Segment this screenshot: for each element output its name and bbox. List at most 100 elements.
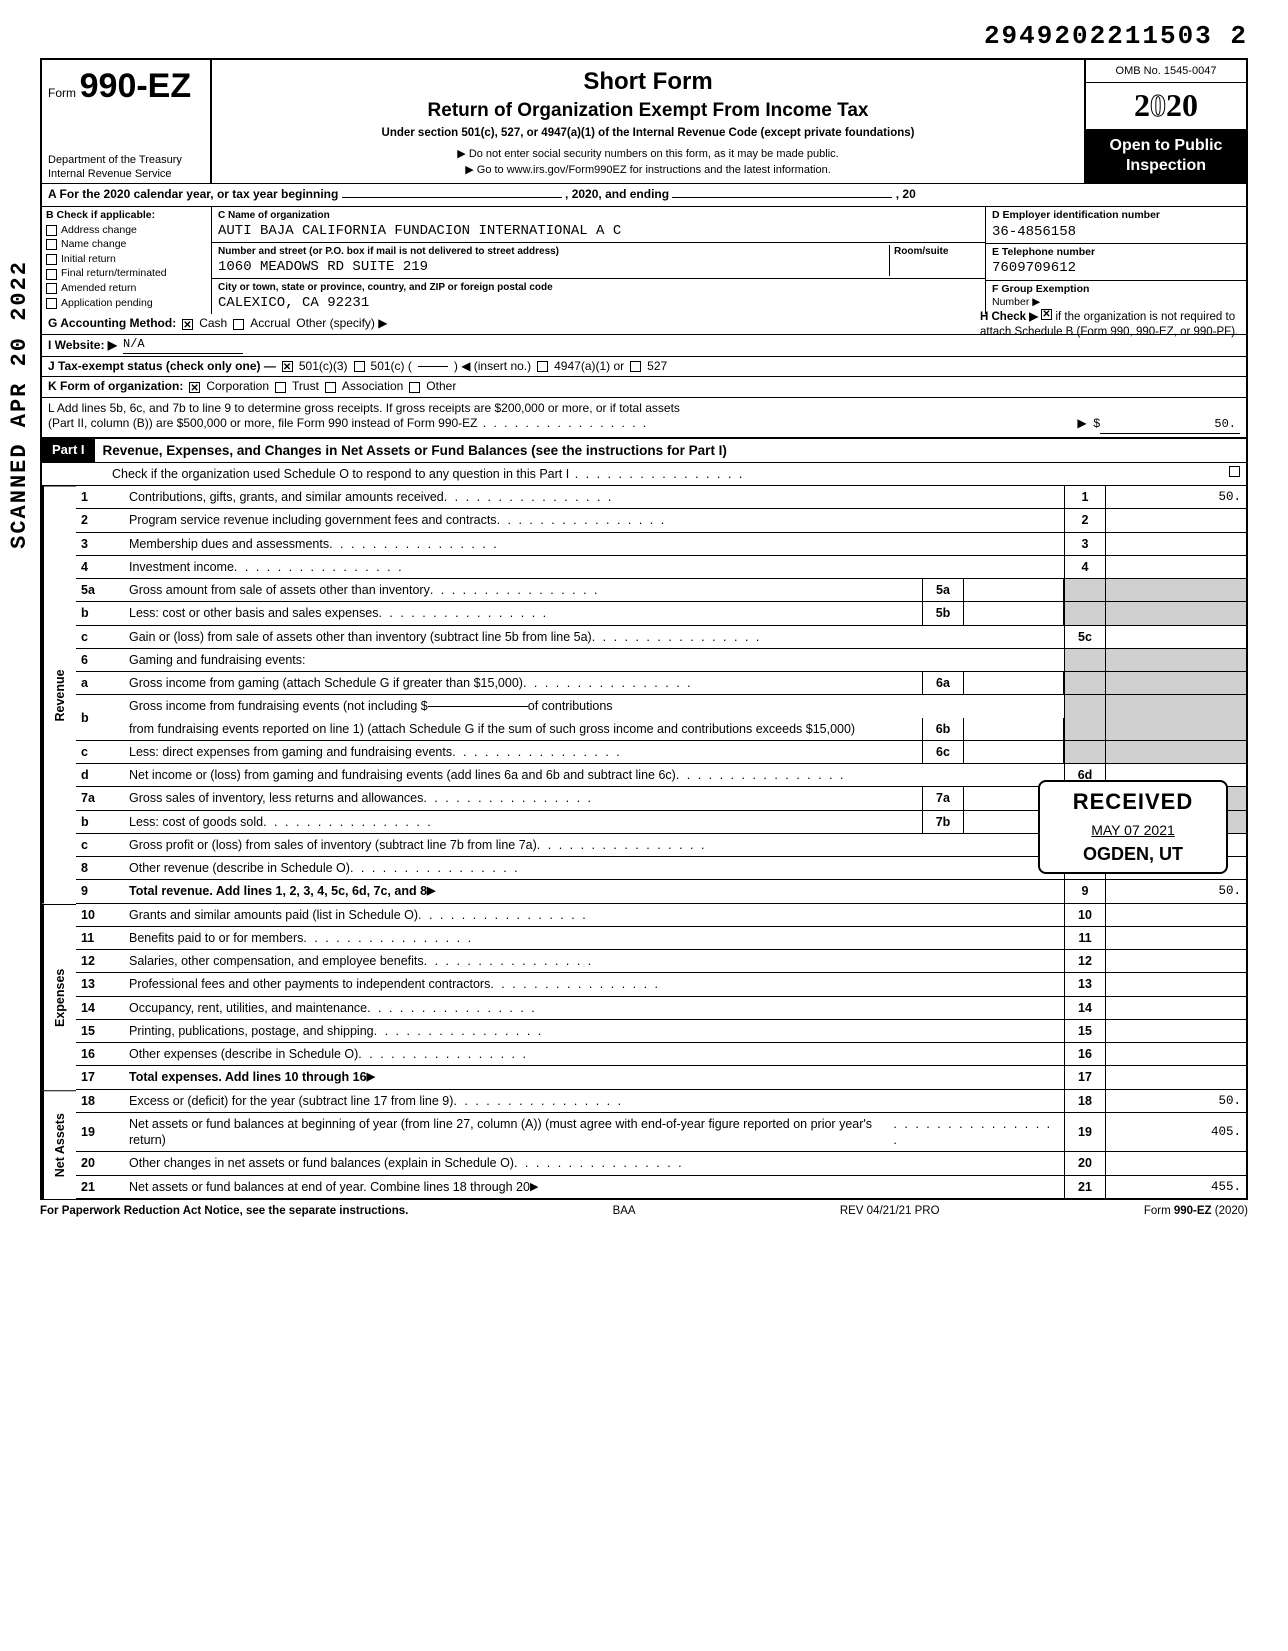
ln-2-val: [1106, 509, 1246, 532]
ln-5a-no: 5a: [76, 579, 124, 602]
ln-20-no: 20: [76, 1152, 124, 1175]
ln-7b-mini: 7b: [922, 811, 964, 834]
ln-13-val: [1106, 973, 1246, 996]
chk-501c3[interactable]: [282, 361, 293, 372]
ln-8-no: 8: [76, 857, 124, 880]
dln-number: 2949202211503 2: [40, 20, 1248, 54]
ln-13-desc: Professional fees and other payments to …: [124, 973, 1064, 996]
ln-5a-shade2: [1106, 579, 1246, 602]
group-exemption-number-label: Number ▶: [992, 296, 1240, 310]
ln-7b-desc: Less: cost of goods sold: [124, 811, 922, 834]
ln-9-val: 50.: [1106, 880, 1246, 903]
chk-amended-return[interactable]: Amended return: [46, 282, 207, 296]
ln-6d-desc: Net income or (loss) from gaming and fun…: [124, 764, 1064, 787]
ln-14-no: 14: [76, 997, 124, 1020]
ln-17-desc: Total expenses. Add lines 10 through 16: [124, 1066, 1064, 1089]
dept-treasury: Department of the Treasury: [48, 153, 204, 167]
ln-14-val: [1106, 997, 1246, 1020]
ln-14-col: 14: [1064, 997, 1106, 1020]
ln-1-no: 1: [76, 486, 124, 509]
ln-7a-no: 7a: [76, 787, 124, 810]
chk-trust[interactable]: [275, 382, 286, 393]
ln-6c-desc: Less: direct expenses from gaming and fu…: [124, 741, 922, 764]
chk-other-org[interactable]: [409, 382, 420, 393]
ln-17-col: 17: [1064, 1066, 1106, 1089]
ln-7b-no: b: [76, 811, 124, 834]
ein-value: 36-4856158: [992, 223, 1240, 241]
ln-5c-val: [1106, 626, 1246, 649]
line-k-form-org: K Form of organization: Corporation Trus…: [40, 377, 1248, 398]
ln-10-desc: Grants and similar amounts paid (list in…: [124, 904, 1064, 927]
netassets-label: Net Assets: [42, 1090, 76, 1199]
ln-5b-no: b: [76, 602, 124, 625]
ln-15-desc: Printing, publications, postage, and shi…: [124, 1020, 1064, 1043]
chk-initial-return[interactable]: Initial return: [46, 253, 207, 267]
ln-6a-mini: 6a: [922, 672, 964, 695]
ln-12-no: 12: [76, 950, 124, 973]
ln-5c-desc: Gain or (loss) from sale of assets other…: [124, 626, 1064, 649]
chk-501c[interactable]: [354, 361, 365, 372]
chk-association[interactable]: [325, 382, 336, 393]
ln-6c-minival: [964, 741, 1064, 764]
ln-6c-mini: 6c: [922, 741, 964, 764]
ln-20-col: 20: [1064, 1152, 1106, 1175]
identity-block: B Check if applicable: Address change Na…: [40, 207, 1248, 315]
ln-4-desc: Investment income: [124, 556, 1064, 579]
chk-address-change[interactable]: Address change: [46, 224, 207, 238]
chk-name-change[interactable]: Name change: [46, 238, 207, 252]
form-number: 990-EZ: [80, 67, 192, 105]
ln-20-val: [1106, 1152, 1246, 1175]
form-header: Form 990-EZ Department of the Treasury I…: [40, 58, 1248, 183]
ln-5a-desc: Gross amount from sale of assets other t…: [124, 579, 922, 602]
ln-12-col: 12: [1064, 950, 1106, 973]
ln-10-no: 10: [76, 904, 124, 927]
chk-schedule-o[interactable]: [1229, 466, 1240, 477]
ln-16-col: 16: [1064, 1043, 1106, 1066]
org-name: AUTI BAJA CALIFORNIA FUNDACION INTERNATI…: [218, 222, 979, 240]
ln-3-no: 3: [76, 533, 124, 556]
ln-19-desc: Net assets or fund balances at beginning…: [124, 1113, 1064, 1153]
ln-1-desc: Contributions, gifts, grants, and simila…: [124, 486, 1064, 509]
footer-right: Form 990-EZ (2020): [1144, 1204, 1248, 1219]
org-address: 1060 MEADOWS RD SUITE 219: [218, 258, 889, 276]
ln-14-desc: Occupancy, rent, utilities, and maintena…: [124, 997, 1064, 1020]
ln-3-val: [1106, 533, 1246, 556]
ln-18-val: 50.: [1106, 1090, 1246, 1113]
ln-15-val: [1106, 1020, 1246, 1043]
revenue-label: Revenue: [42, 486, 76, 904]
ln-9-no: 9: [76, 880, 124, 903]
chk-h[interactable]: [1041, 309, 1052, 320]
ln-12-val: [1106, 950, 1246, 973]
city-label: City or town, state or province, country…: [218, 281, 979, 294]
ln-3-col: 3: [1064, 533, 1106, 556]
chk-final-return[interactable]: Final return/terminated: [46, 267, 207, 281]
ein-label: D Employer identification number: [992, 209, 1240, 223]
ln-15-col: 15: [1064, 1020, 1106, 1043]
form-prefix: Form: [48, 86, 76, 100]
chk-cash[interactable]: [182, 319, 193, 330]
ln-16-desc: Other expenses (describe in Schedule O): [124, 1043, 1064, 1066]
chk-corporation[interactable]: [189, 382, 200, 393]
ln-9-desc: Total revenue. Add lines 1, 2, 3, 4, 5c,…: [124, 880, 1064, 903]
chk-accrual[interactable]: [233, 319, 244, 330]
irs-line: Internal Revenue Service: [48, 167, 204, 181]
ln-18-no: 18: [76, 1090, 124, 1113]
ln-11-no: 11: [76, 927, 124, 950]
chk-4947[interactable]: [537, 361, 548, 372]
ln-1-val: 50.: [1106, 486, 1246, 509]
phone-value: 7609709612: [992, 259, 1240, 277]
ln-19-no: 19: [76, 1113, 124, 1153]
ln-9-col: 9: [1064, 880, 1106, 903]
ln-10-val: [1106, 904, 1246, 927]
received-stamp: RECEIVED MAY 07 2021 OGDEN, UT: [1038, 780, 1228, 874]
ln-6b-desc1: Gross income from fundraising events (no…: [124, 695, 1064, 717]
ln-2-no: 2: [76, 509, 124, 532]
ln-11-col: 11: [1064, 927, 1106, 950]
ln-7a-desc: Gross sales of inventory, less returns a…: [124, 787, 922, 810]
open-to-public: Open to Public Inspection: [1086, 130, 1246, 184]
room-label: Room/suite: [894, 245, 979, 258]
chk-527[interactable]: [630, 361, 641, 372]
chk-application-pending[interactable]: Application pending: [46, 297, 207, 311]
ln-5c-no: c: [76, 626, 124, 649]
ln-21-desc: Net assets or fund balances at end of ye…: [124, 1176, 1064, 1199]
